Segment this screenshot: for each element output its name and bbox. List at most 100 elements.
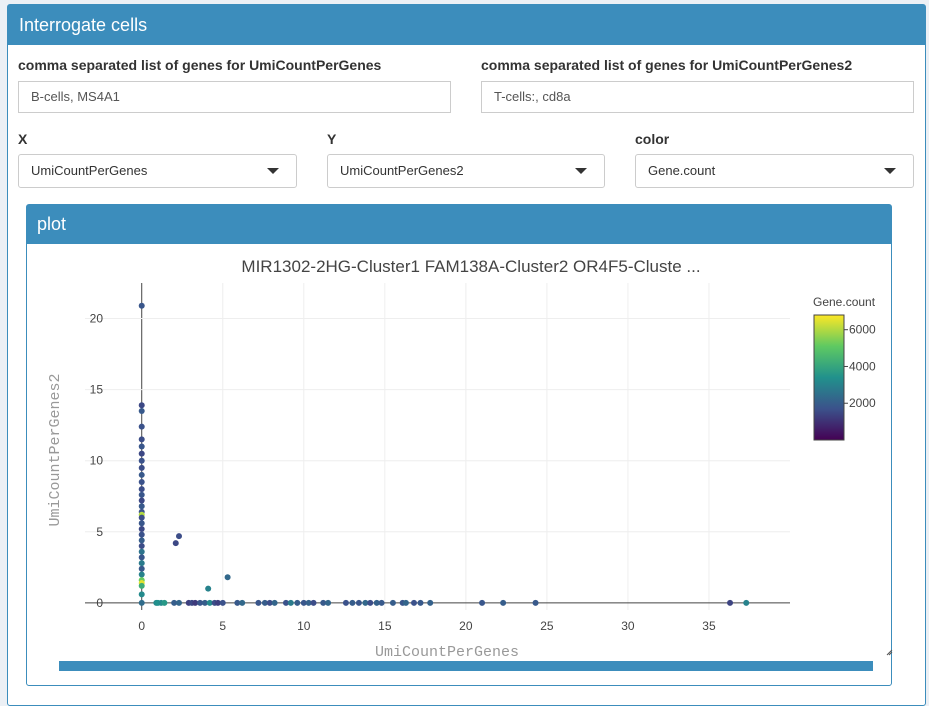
y-select-label: Y (327, 131, 337, 147)
x-tick-label: 25 (540, 619, 554, 633)
x-tick-label: 35 (702, 619, 716, 633)
data-point (282, 599, 289, 606)
data-points (138, 302, 750, 606)
data-point (355, 599, 362, 606)
data-point (206, 599, 213, 606)
colorbar-tick-label: 6000 (849, 323, 876, 337)
data-point (161, 599, 168, 606)
data-point (176, 599, 182, 606)
data-point (138, 302, 145, 309)
data-point (138, 450, 145, 457)
x-tick-label: 15 (378, 619, 392, 633)
data-point (138, 486, 145, 493)
y-select[interactable]: UmiCountPerGenes2 (327, 154, 605, 188)
x-tick-label: 30 (621, 619, 635, 633)
data-point (138, 531, 145, 538)
data-point (138, 457, 145, 464)
data-point (138, 514, 145, 521)
color-select-value: Gene.count (648, 163, 716, 178)
colorbar (813, 314, 845, 441)
x-select-value: UmiCountPerGenes (31, 163, 148, 178)
data-point (138, 464, 145, 471)
x-tick-label: 20 (459, 619, 473, 633)
chevron-down-icon (575, 168, 587, 174)
chevron-down-icon (267, 168, 279, 174)
x-select-label: X (18, 131, 28, 147)
data-point (239, 599, 246, 606)
colorbar-title: Gene.count (813, 295, 876, 309)
y-tick-label: 20 (90, 312, 104, 326)
data-point (138, 591, 145, 598)
plot-panel-title: plot (27, 205, 891, 244)
resize-handle-icon[interactable] (886, 649, 893, 656)
data-point (532, 599, 539, 606)
data-point (362, 599, 369, 606)
data-point (367, 599, 374, 606)
data-point (255, 599, 262, 606)
data-point (300, 599, 307, 606)
data-point (219, 599, 226, 606)
data-point (271, 599, 278, 606)
data-point (138, 554, 145, 561)
data-point (138, 436, 145, 443)
data-point (214, 599, 221, 606)
data-point (138, 560, 145, 567)
data-point (138, 543, 145, 550)
data-point (176, 533, 182, 540)
data-point (261, 599, 268, 606)
data-point (138, 565, 145, 572)
data-point (342, 599, 349, 606)
data-point (727, 599, 734, 606)
data-point (325, 599, 332, 606)
data-point (224, 574, 231, 581)
data-point (305, 599, 312, 606)
bottom-panel-header (59, 661, 873, 671)
data-point (138, 407, 145, 414)
data-point (389, 599, 396, 606)
x-tick-label: 10 (297, 619, 311, 633)
color-select-label: color (635, 131, 670, 147)
data-point (138, 423, 145, 430)
data-point (172, 540, 179, 547)
gridlines (85, 283, 790, 610)
data-point (479, 599, 486, 606)
data-point (266, 599, 273, 606)
data-point (411, 599, 417, 606)
y-select-value: UmiCountPerGenes2 (340, 163, 464, 178)
colorbar-ticks: 2000 4000 6000 (844, 323, 876, 410)
data-point (138, 537, 145, 544)
y-tick-label: 15 (90, 383, 104, 397)
data-point (205, 585, 212, 592)
data-point (320, 599, 327, 606)
x-tick-label: 0 (138, 619, 145, 633)
data-point (201, 599, 208, 606)
data-point (500, 599, 507, 606)
data-point (294, 599, 301, 606)
genes2-input[interactable]: T-cells:, cd8a (481, 81, 914, 113)
data-point (171, 599, 178, 606)
genes1-input[interactable]: B-cells, MS4A1 (18, 81, 451, 113)
genes1-label: comma separated list of genes for UmiCou… (18, 57, 382, 73)
data-point (349, 599, 356, 606)
x-tick-label: 5 (219, 619, 226, 633)
data-point (138, 571, 145, 578)
colorbar-tick-label: 2000 (849, 396, 876, 410)
data-point (417, 599, 424, 606)
plot-panel: plot (26, 204, 892, 686)
chevron-down-icon (884, 168, 896, 174)
data-point (138, 471, 145, 478)
scatter-chart[interactable]: MIR1302-2HG-Cluster1 FAM138A-Cluster2 OR… (0, 0, 929, 667)
color-select[interactable]: Gene.count (635, 154, 914, 188)
data-point (138, 443, 145, 450)
data-point (743, 599, 750, 606)
data-point (138, 525, 145, 532)
data-point (197, 599, 204, 606)
y-tick-label: 0 (96, 596, 103, 610)
data-point (138, 479, 145, 486)
data-point (378, 599, 385, 606)
data-point (138, 503, 145, 510)
y-tick-label: 5 (96, 525, 103, 539)
x-select[interactable]: UmiCountPerGenes (18, 154, 297, 188)
axes: 0 5 10 15 20 25 30 35 0 5 10 15 20 (90, 312, 716, 633)
y-axis-label: UmiCountPerGenes2 (47, 373, 64, 526)
